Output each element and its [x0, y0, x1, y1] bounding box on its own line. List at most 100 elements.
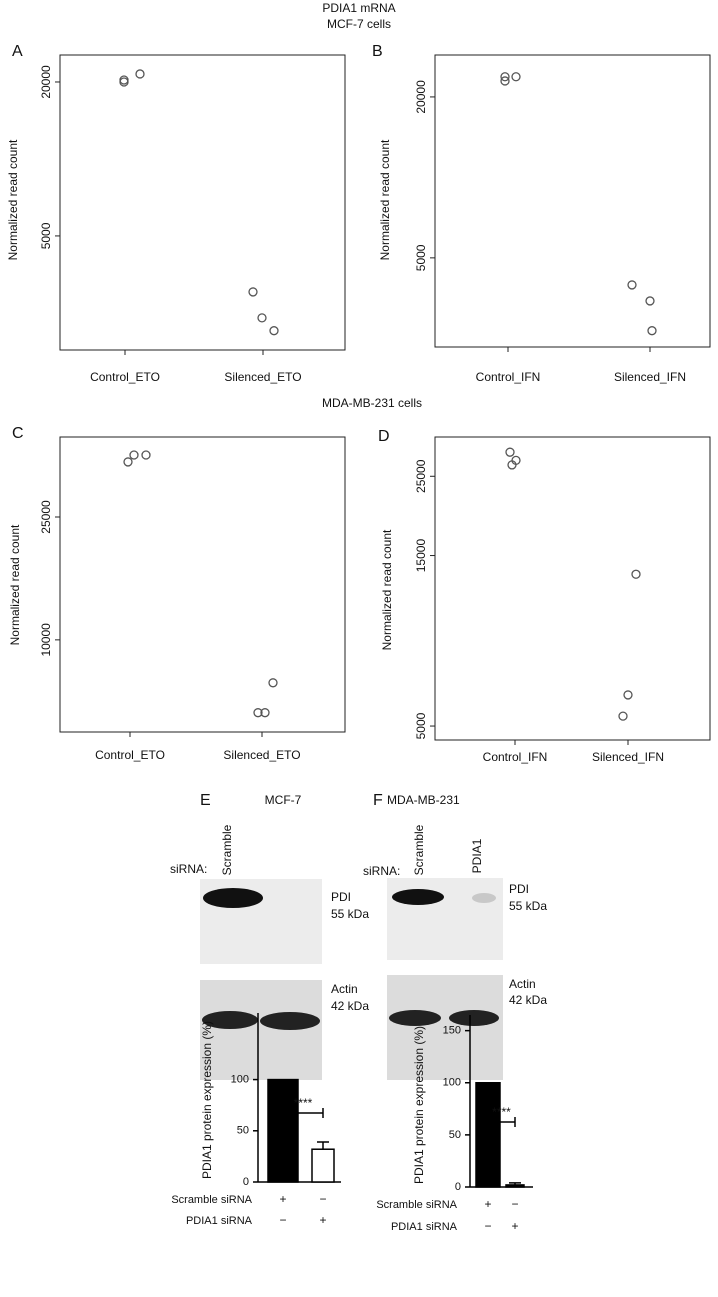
point — [623, 690, 633, 700]
y-tick-label: 50 — [449, 1129, 461, 1141]
target-size: 55 kDa — [509, 899, 547, 913]
target-label: PDI — [509, 882, 529, 896]
blot-image — [387, 975, 503, 1080]
section-title: MDA-MB-231 cells — [322, 396, 422, 410]
point — [618, 711, 628, 721]
control-size: 42 kDa — [509, 993, 547, 1007]
y-tick-label: 5000 — [414, 244, 428, 271]
significance-bracket — [487, 1117, 516, 1127]
error-bar — [317, 1141, 329, 1150]
figure-title: PDIA1 mRNA — [322, 1, 395, 15]
point — [647, 326, 657, 336]
point — [129, 450, 139, 460]
y-axis-label: Normalized read count — [6, 139, 20, 260]
point — [123, 457, 133, 467]
condition-label: PDIA1 siRNA — [186, 1215, 253, 1227]
y-tick-label: 20000 — [39, 65, 53, 99]
y-tick-label: 0 — [243, 1176, 249, 1188]
point — [505, 447, 515, 457]
point — [631, 569, 641, 579]
point — [511, 72, 521, 82]
y-tick-label: 5000 — [414, 712, 428, 739]
point — [260, 708, 270, 718]
blot-f: F MDA-MB-231 siRNA: Scramble PDIA1 PDI 5… — [363, 792, 547, 1080]
target-label: PDI — [331, 890, 351, 904]
point — [511, 455, 521, 466]
blot-band — [472, 893, 496, 903]
sirna-label: siRNA: — [170, 862, 207, 876]
y-axis-label: Normalized read count — [380, 529, 394, 650]
blot-band — [392, 889, 444, 905]
significance-label: **** — [294, 1096, 313, 1110]
plot-frame — [59, 436, 346, 733]
x-tick-label: Control_ETO — [95, 748, 165, 762]
condition-label: Scramble siRNA — [376, 1199, 457, 1211]
point — [141, 450, 151, 460]
y-axis-label: PDIA1 protein expression (%) — [412, 1026, 426, 1184]
blot-e: E MCF-7 siRNA: Scramble PDI 55 kDa Actin… — [170, 792, 369, 1080]
y-tick-label: 25000 — [414, 459, 428, 493]
condition-mark: + — [319, 1213, 326, 1227]
figure-subtitle: MCF-7 cells — [327, 17, 391, 31]
x-tick-label: Silenced_IFN — [592, 750, 664, 764]
point — [269, 326, 279, 336]
y-tick-label: 25000 — [39, 500, 53, 534]
y-tick-label: 15000 — [414, 539, 428, 573]
panel-label: F — [373, 792, 383, 809]
plot-frame — [59, 54, 346, 351]
y-tick-label: 100 — [443, 1077, 461, 1089]
point — [500, 72, 510, 82]
point — [119, 77, 129, 87]
blot-title: MDA-MB-231 — [387, 793, 460, 807]
significance-label: **** — [492, 1105, 511, 1119]
lane-label: Scramble — [220, 824, 234, 875]
blot-image — [200, 980, 322, 1080]
y-axis-label: PDIA1 protein expression (%) — [200, 1021, 214, 1179]
control-label: Actin — [331, 982, 358, 996]
x-tick-label: Control_ETO — [90, 370, 160, 384]
point — [253, 708, 263, 718]
blot-band — [260, 1012, 320, 1030]
x-tick-label: Silenced_IFN — [614, 370, 686, 384]
target-size: 55 kDa — [331, 907, 369, 921]
bar — [505, 1184, 525, 1188]
point — [135, 69, 145, 79]
y-tick-label: 150 — [443, 1025, 461, 1037]
significance-bracket — [282, 1108, 324, 1118]
blot-band — [389, 1010, 441, 1026]
panel-label: E — [200, 792, 211, 809]
condition-label: Scramble siRNA — [171, 1194, 252, 1206]
condition-mark: + — [279, 1192, 286, 1206]
point — [645, 296, 655, 306]
condition-mark: + — [511, 1219, 518, 1233]
point — [500, 76, 510, 86]
y-axis-label: Normalized read count — [378, 139, 392, 260]
bar — [267, 1078, 299, 1183]
blot-band — [449, 1010, 499, 1026]
x-tick-label: Control_IFN — [483, 750, 548, 764]
plot-frame — [434, 436, 711, 741]
point — [268, 678, 278, 688]
condition-mark: − — [279, 1213, 286, 1227]
y-tick-label: 100 — [231, 1073, 249, 1085]
panel-label: A — [12, 43, 23, 60]
bar — [311, 1148, 335, 1183]
blot-band — [202, 1011, 258, 1029]
y-tick-label: 5000 — [39, 222, 53, 249]
plot-frame — [434, 54, 711, 348]
condition-mark: − — [511, 1197, 518, 1211]
y-tick-label: 50 — [237, 1125, 249, 1137]
point — [248, 287, 258, 297]
bar — [475, 1082, 501, 1188]
panel-label: B — [372, 43, 383, 60]
y-tick-label: 20000 — [414, 80, 428, 114]
condition-mark: − — [319, 1192, 326, 1206]
lane-label: PDIA1 — [470, 838, 484, 873]
control-label: Actin — [509, 977, 536, 991]
panel-label: C — [12, 425, 24, 442]
error-bar — [509, 1182, 521, 1185]
condition-mark: + — [484, 1197, 491, 1211]
control-size: 42 kDa — [331, 999, 369, 1013]
panel-label: D — [378, 428, 390, 445]
